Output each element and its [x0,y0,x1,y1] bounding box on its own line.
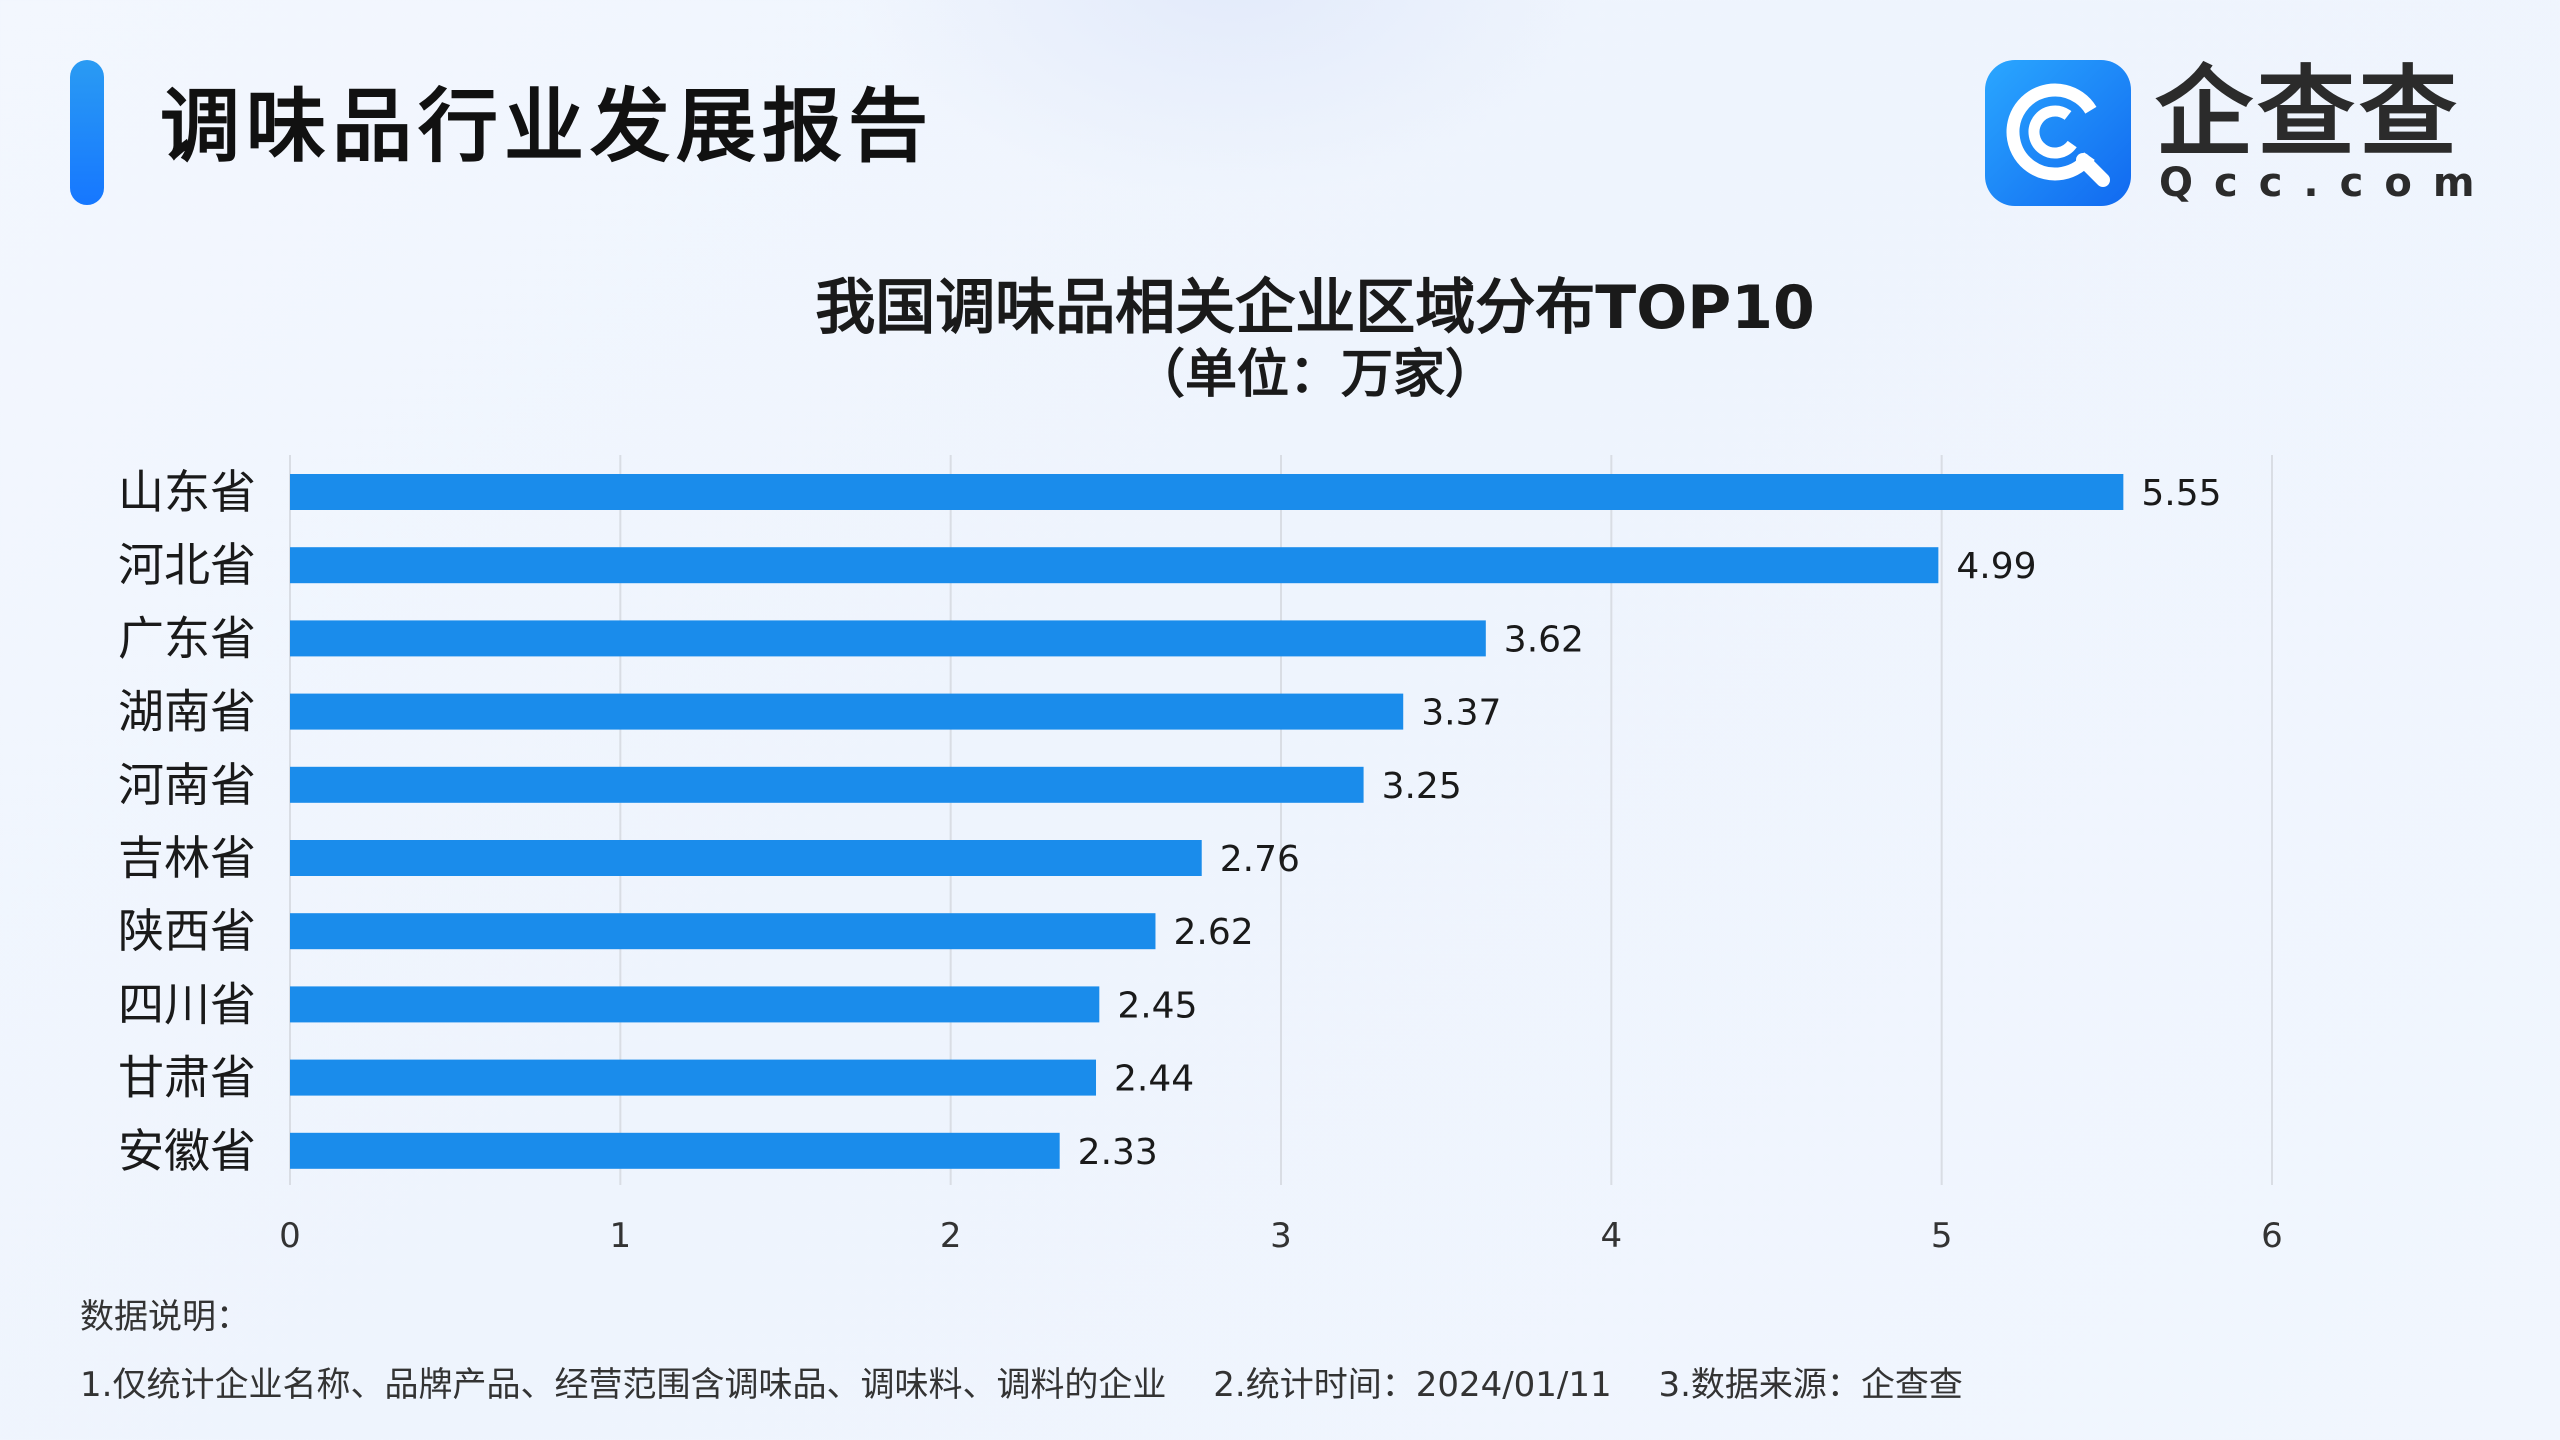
x-tick-label: 3 [1270,1216,1292,1256]
x-tick-label: 2 [940,1216,962,1256]
value-label: 2.62 [1173,912,1253,953]
value-label: 2.33 [1078,1132,1158,1173]
value-label: 2.76 [1220,839,1300,880]
category-label: 河南省 [118,758,256,812]
value-label: 5.55 [2141,473,2221,514]
category-label: 山东省 [118,465,256,519]
category-label: 四川省 [118,977,256,1031]
x-tick-label: 0 [279,1216,301,1256]
qcc-logo: 企查查 Qcc.com [1985,58,2475,208]
x-tick-label: 4 [1601,1216,1623,1256]
category-label: 甘肃省 [118,1051,256,1105]
note-item: 2.统计时间：2024/01/11 [1213,1365,1612,1405]
value-label: 2.44 [1114,1059,1194,1100]
notes-line: 1.仅统计企业名称、品牌产品、经营范围含调味品、调味料、调料的企业 2.统计时间… [80,1360,1999,1410]
category-label: 河北省 [118,538,256,592]
bar [290,547,1939,584]
bar [290,1059,1097,1096]
value-label: 3.25 [1382,766,1462,807]
bar [290,986,1100,1023]
logo-domain: Qcc.com [2159,160,2496,206]
value-label: 4.99 [1956,546,2036,587]
x-tick-label: 1 [610,1216,632,1256]
value-label: 2.45 [1117,985,1197,1026]
value-label: 3.62 [1504,619,1584,660]
bar [290,1132,1060,1169]
bar [290,693,1404,730]
x-tick-label: 6 [2261,1216,2283,1256]
note-item: 3.数据来源：企查查 [1658,1365,1963,1405]
qcc-logo-icon [1985,60,2131,206]
category-label: 陕西省 [118,904,256,958]
bars [290,474,2124,1169]
labels: 0 1 2 3 4 5 6 山东省 5.55 河北省 4.99 广东省 3.62 湖南省 3.37 河南省 3.… [118,465,2283,1256]
bar [290,620,1486,657]
chart-title: 我国调味品相关企业区域分布TOP10 [815,273,1815,343]
notes-heading: 数据说明： [80,1297,250,1337]
note-item: 1.仅统计企业名称、品牌产品、经营范围含调味品、调味料、调料的企业 [80,1365,1167,1405]
title-accent-bar [70,60,104,205]
bar [290,766,1364,803]
category-label: 安徽省 [118,1124,256,1178]
bar [290,913,1156,950]
category-label: 湖南省 [118,685,256,739]
category-label: 吉林省 [118,831,256,885]
chart-subtitle: （单位：万家） [1132,345,1497,405]
bar [290,474,2124,510]
bar [290,840,1202,876]
logo-name: 企查查 [2155,56,2462,170]
report-title: 调味品行业发展报告 [160,80,934,173]
x-tick-label: 5 [1931,1216,1953,1256]
value-label: 3.37 [1421,693,1501,734]
category-label: 广东省 [118,611,256,665]
